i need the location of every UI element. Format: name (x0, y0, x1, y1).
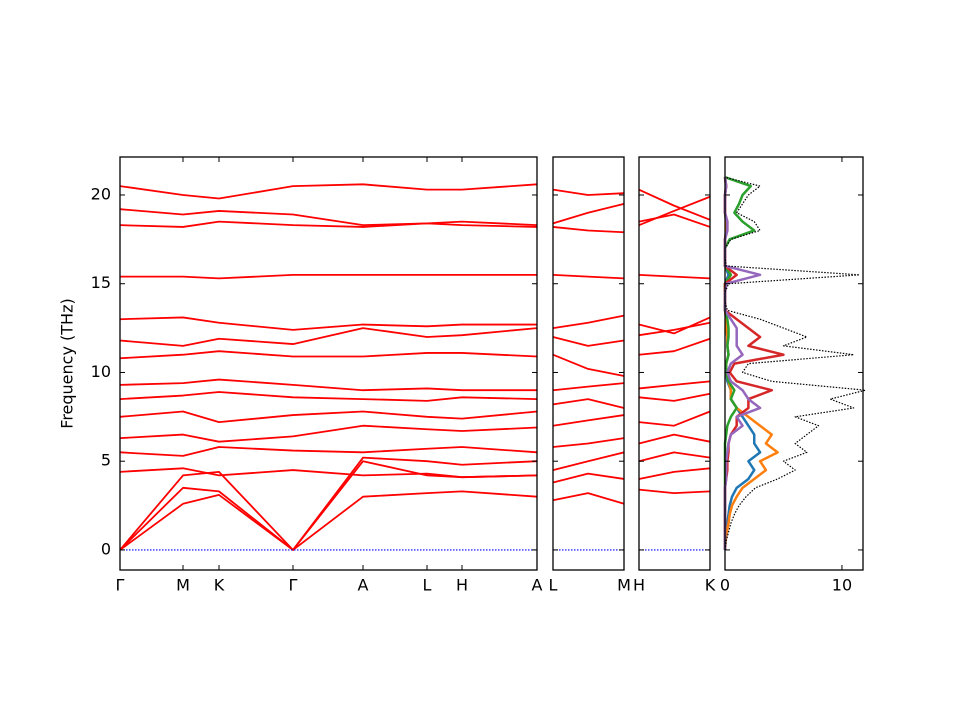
series-line (552, 437, 625, 448)
series-line (552, 414, 625, 427)
plot-frame (638, 156, 711, 571)
y-tick-label: 5 (101, 451, 111, 470)
series-line (552, 492, 625, 505)
y-tick-label: 10 (91, 362, 111, 381)
series-line (119, 467, 538, 479)
series-line (119, 490, 538, 551)
x-tick-label: Γ (289, 576, 298, 595)
series-line (552, 398, 625, 409)
series-line (119, 460, 538, 551)
series-line (638, 488, 711, 495)
x-tick-label: M (617, 576, 631, 595)
series-line (552, 382, 625, 392)
series-line (638, 188, 711, 221)
series-line (638, 451, 711, 463)
series-line (552, 336, 625, 347)
series-line (119, 410, 538, 424)
series-line (552, 273, 625, 280)
series-line (638, 213, 711, 228)
series-line (119, 424, 538, 443)
x-tick-label: K (705, 576, 716, 595)
series-line (638, 273, 711, 280)
panel: 0 5 10 15 20 Γ M K Γ A L H A Frequency (THz) (58, 156, 543, 595)
series-line (119, 327, 538, 347)
series-line (638, 316, 711, 335)
series-line (638, 410, 711, 427)
series-line (723, 177, 762, 550)
x-tick-label: A (358, 576, 369, 595)
plot-frame (119, 156, 538, 571)
x-tick-label: 10 (832, 576, 852, 595)
series-line (638, 392, 711, 402)
y-tick-label: 0 (101, 539, 111, 558)
series-line (119, 220, 538, 228)
x-tick-label: L (549, 576, 558, 595)
plot-frame (724, 156, 864, 571)
y-axis-label: Frequency (THz) (58, 298, 77, 428)
x-tick-label: 0 (720, 576, 730, 595)
y-tick-label: 15 (91, 273, 111, 292)
series-line (552, 314, 625, 329)
series-line (638, 195, 711, 226)
x-tick-label: M (176, 576, 190, 595)
series-line (638, 380, 711, 390)
series-line (638, 337, 711, 356)
x-tick-label: H (456, 576, 468, 595)
x-tick-label: L (423, 576, 432, 595)
series-line (552, 202, 625, 225)
x-tick-label: K (214, 576, 225, 595)
series-line (552, 472, 625, 484)
series-line (119, 446, 538, 457)
series-line (119, 391, 538, 402)
x-tick-label: Γ (116, 576, 125, 595)
x-tick-label: A (532, 576, 543, 595)
series-line (552, 353, 625, 377)
series-line (552, 226, 625, 234)
series-line (120, 273, 537, 280)
series-line (119, 316, 537, 331)
x-tick-label: H (633, 576, 645, 595)
series-line (119, 208, 538, 227)
series-line (119, 183, 538, 200)
series-line (552, 188, 625, 196)
plot-frame (552, 156, 625, 571)
panel: 0 10 (720, 156, 866, 595)
series-line (119, 456, 538, 551)
series-line (119, 378, 537, 392)
series-line (552, 451, 625, 471)
series-line (638, 467, 711, 480)
y-tick-label: 20 (91, 184, 111, 203)
series-line (638, 433, 711, 445)
series-line (638, 321, 711, 337)
series-line (119, 350, 538, 360)
